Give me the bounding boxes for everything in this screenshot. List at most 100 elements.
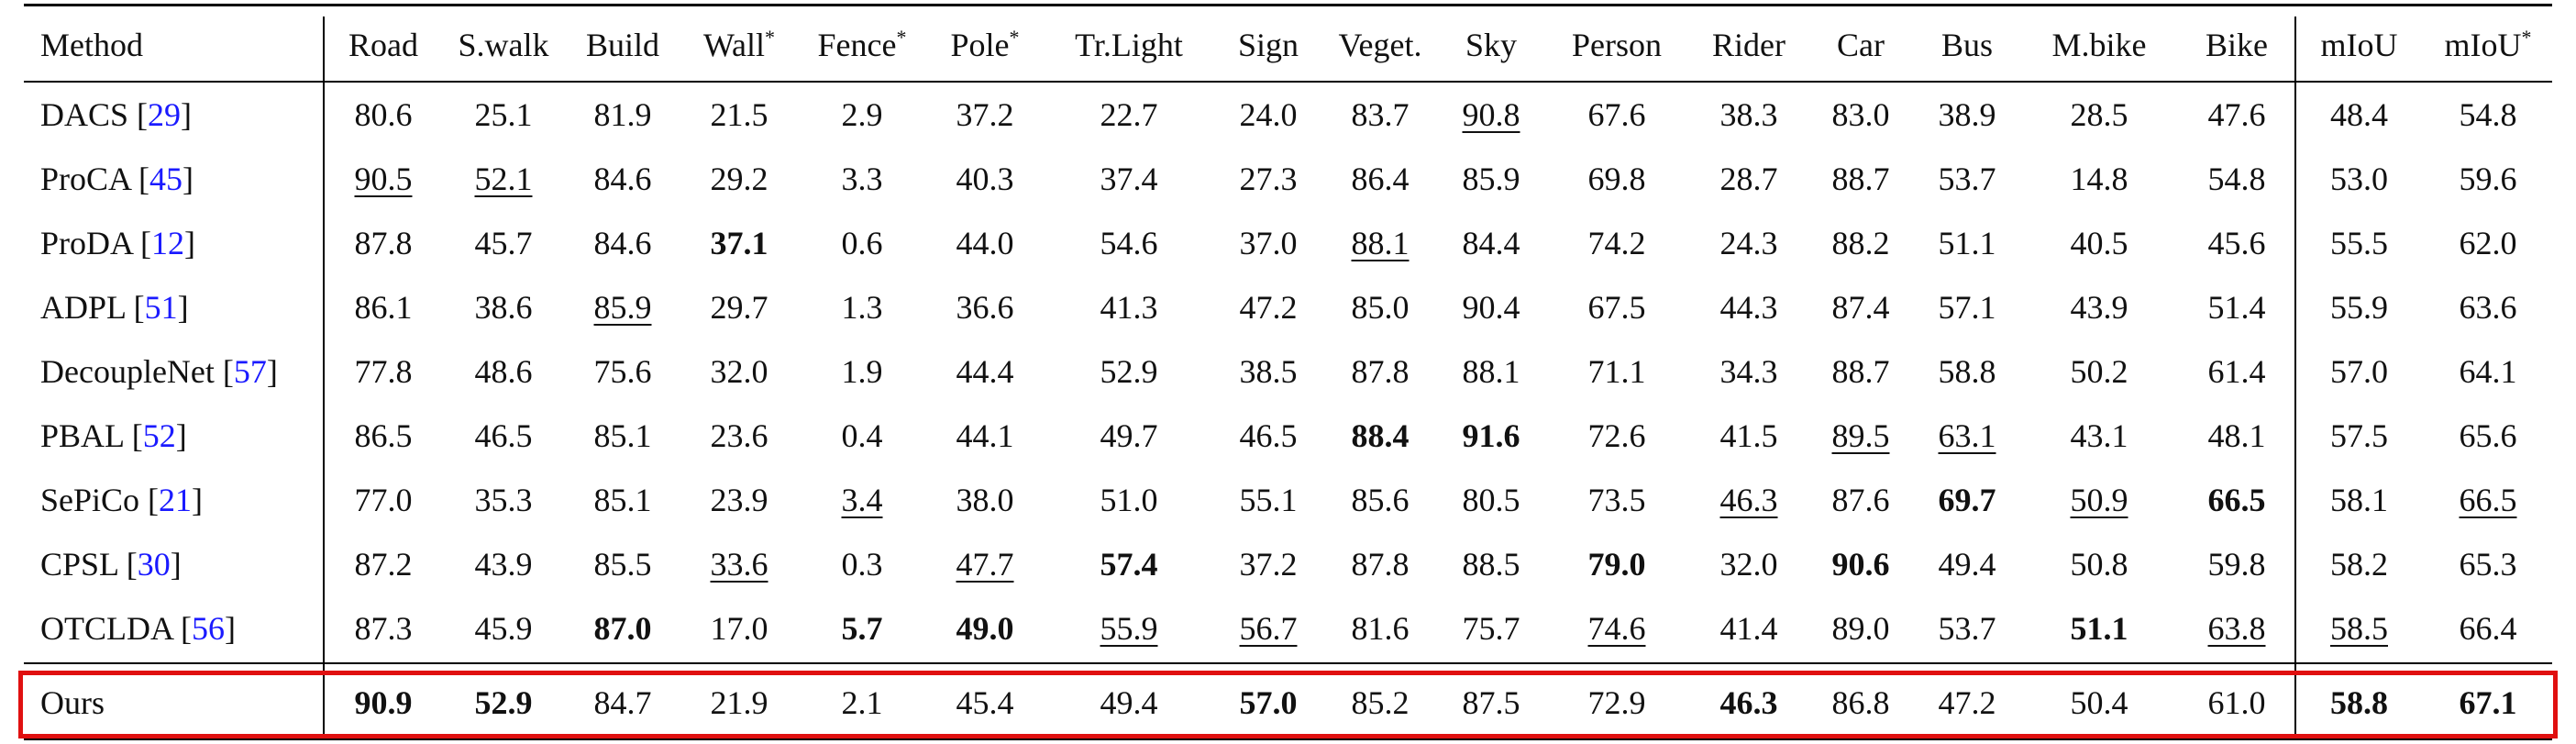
cell-tr-light: 49.4	[1100, 684, 1158, 721]
cell-car: 89.5	[1831, 417, 1890, 454]
header-veget: Veget.	[1338, 27, 1422, 63]
cell-fence: 3.4	[841, 482, 883, 518]
method-name: ADPL [51]	[40, 289, 189, 326]
cell-fence: 3.3	[841, 161, 883, 197]
header-sign: Sign	[1237, 27, 1299, 63]
cell-m-bike: 50.8	[2070, 546, 2128, 583]
cell-veget: 88.1	[1351, 225, 1410, 261]
header-tr-light: Tr.Light	[1075, 27, 1183, 63]
cell-veget: 87.8	[1351, 353, 1410, 390]
cell-sky: 87.5	[1462, 684, 1520, 721]
method-name: CPSL [30]	[40, 546, 182, 583]
cell-road: 86.5	[354, 417, 413, 454]
cell-veget: 87.8	[1351, 546, 1410, 583]
header-car: Car	[1837, 27, 1885, 63]
cell-pole: 47.7	[956, 546, 1014, 583]
cell-fence: 0.6	[841, 225, 883, 261]
cell-miou: 48.4	[2330, 96, 2388, 133]
cell-miou: 65.3	[2459, 546, 2517, 583]
cell-miou: 64.1	[2459, 353, 2517, 390]
cell-road: 77.0	[354, 482, 413, 518]
cell-person: 67.6	[1587, 96, 1646, 133]
cell-person: 74.2	[1587, 225, 1646, 261]
citation-link[interactable]: 52	[142, 417, 176, 454]
method-name: Ours	[40, 684, 105, 721]
cell-veget: 85.2	[1351, 684, 1410, 721]
cell-bike: 51.4	[2207, 289, 2266, 326]
cell-fence: 0.3	[841, 546, 883, 583]
header-rule	[24, 81, 2552, 83]
cell-miou: 55.5	[2330, 225, 2388, 261]
cell-bike: 63.8	[2207, 610, 2266, 647]
cell-bus: 53.7	[1938, 610, 1996, 647]
citation-link[interactable]: 29	[148, 96, 182, 133]
cell-car: 88.7	[1831, 353, 1890, 390]
citation-link[interactable]: 57	[233, 353, 267, 390]
cell-s-walk: 38.6	[474, 289, 533, 326]
cell-fence: 0.4	[841, 417, 883, 454]
cell-m-bike: 43.1	[2070, 417, 2128, 454]
cell-s-walk: 35.3	[474, 482, 533, 518]
cell-m-bike: 28.5	[2070, 96, 2128, 133]
cell-wall: 33.6	[710, 546, 768, 583]
cell-bus: 51.1	[1938, 225, 1996, 261]
cell-miou: 53.0	[2330, 161, 2388, 197]
method-name: SePiCo [21]	[40, 482, 204, 518]
cell-sky: 88.5	[1462, 546, 1520, 583]
cell-miou: 63.6	[2459, 289, 2517, 326]
cell-sky: 85.9	[1462, 161, 1520, 197]
cell-rider: 28.7	[1719, 161, 1778, 197]
citation-link[interactable]: 56	[192, 610, 225, 647]
citation-link[interactable]: 51	[144, 289, 178, 326]
cell-road: 80.6	[354, 96, 413, 133]
cell-pole: 36.6	[956, 289, 1014, 326]
table-row-adpl: ADPL [51] 86.1 38.6 85.9 29.7 1.3 36.6 41.3 47.2…	[24, 275, 2552, 339]
citation-link[interactable]: 30	[137, 546, 171, 583]
cell-fence: 2.1	[841, 684, 883, 721]
cell-tr-light: 55.9	[1100, 610, 1158, 647]
cell-bike: 61.4	[2207, 353, 2266, 390]
header-bus: Bus	[1940, 27, 1994, 63]
cell-wall: 29.7	[710, 289, 768, 326]
cell-s-walk: 46.5	[474, 417, 533, 454]
cell-miou: 66.4	[2459, 610, 2517, 647]
cell-tr-light: 41.3	[1100, 289, 1158, 326]
cell-road: 86.1	[354, 289, 413, 326]
cell-build: 85.9	[593, 289, 652, 326]
cell-tr-light: 52.9	[1100, 353, 1158, 390]
cell-rider: 38.3	[1719, 96, 1778, 133]
cell-sign: 37.2	[1239, 546, 1298, 583]
cell-car: 83.0	[1831, 96, 1890, 133]
method-name: PBAL [52]	[40, 417, 187, 454]
cell-bike: 59.8	[2207, 546, 2266, 583]
cell-build: 75.6	[593, 353, 652, 390]
cell-car: 87.6	[1831, 482, 1890, 518]
cell-veget: 86.4	[1351, 161, 1410, 197]
cell-bike: 47.6	[2207, 96, 2266, 133]
citation-link[interactable]: 21	[159, 482, 193, 518]
header-method: Method	[40, 27, 143, 63]
citation-link[interactable]: 45	[149, 161, 183, 197]
method-name: OTCLDA [56]	[40, 610, 236, 647]
cell-pole: 44.0	[956, 225, 1014, 261]
header-rider: Rider	[1712, 27, 1786, 63]
cell-road: 90.9	[354, 684, 413, 721]
cell-rider: 34.3	[1719, 353, 1778, 390]
bottom-rule	[24, 738, 2552, 740]
header-wall: Wall*	[702, 26, 776, 63]
table-row-otclda: OTCLDA [56] 87.3 45.9 87.0 17.0 5.7 49.0 55.9 56…	[24, 596, 2552, 661]
cell-road: 90.5	[354, 161, 413, 197]
cell-sky: 80.5	[1462, 482, 1520, 518]
cell-miou: 54.8	[2459, 96, 2517, 133]
citation-link[interactable]: 12	[151, 225, 185, 261]
method-name: DecoupleNet [57]	[40, 353, 278, 390]
cell-person: 72.6	[1587, 417, 1646, 454]
top-rule	[24, 4, 2552, 6]
cell-car: 90.6	[1831, 546, 1890, 583]
table-row-proca: ProCA [45] 90.5 52.1 84.6 29.2 3.3 40.3 37.4 27.…	[24, 147, 2552, 211]
cell-build: 81.9	[593, 96, 652, 133]
cell-tr-light: 51.0	[1100, 482, 1158, 518]
header-road: Road	[348, 27, 418, 63]
cell-build: 85.5	[593, 546, 652, 583]
cell-road: 87.8	[354, 225, 413, 261]
